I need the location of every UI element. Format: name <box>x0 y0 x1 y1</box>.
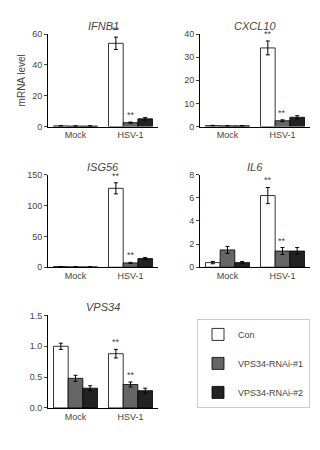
svg-text:**: ** <box>278 108 286 118</box>
svg-text:Mock: Mock <box>65 271 87 281</box>
svg-text:**: ** <box>112 171 120 181</box>
svg-text:HSV-1: HSV-1 <box>118 130 144 140</box>
svg-text:**: ** <box>127 370 135 380</box>
svg-text:6: 6 <box>189 193 194 203</box>
svg-text:Mock: Mock <box>65 412 87 422</box>
svg-text:HSV-1: HSV-1 <box>118 271 144 281</box>
svg-text:8: 8 <box>189 170 194 180</box>
svg-text:Con: Con <box>238 330 255 340</box>
svg-text:1.5: 1.5 <box>30 311 43 321</box>
svg-text:VPS34-RNAi-#1: VPS34-RNAi-#1 <box>238 359 303 369</box>
svg-text:0.5: 0.5 <box>30 372 43 382</box>
svg-text:VPS34-RNAi-#2: VPS34-RNAi-#2 <box>238 388 303 398</box>
svg-text:mRNA level: mRNA level <box>16 54 27 106</box>
svg-text:IFNB1: IFNB1 <box>88 20 119 32</box>
svg-text:50: 50 <box>32 232 42 242</box>
svg-text:**: ** <box>127 110 135 120</box>
svg-text:**: ** <box>112 337 120 347</box>
svg-text:0: 0 <box>37 122 42 132</box>
svg-text:HSV-1: HSV-1 <box>118 412 144 422</box>
svg-text:Mock: Mock <box>217 130 239 140</box>
svg-text:**: ** <box>127 250 135 260</box>
svg-text:Mock: Mock <box>65 130 87 140</box>
svg-text:40: 40 <box>32 60 42 70</box>
svg-text:2: 2 <box>189 239 194 249</box>
svg-text:100: 100 <box>27 201 42 211</box>
svg-text:**: ** <box>264 175 272 185</box>
svg-text:150: 150 <box>27 170 42 180</box>
svg-text:60: 60 <box>32 29 42 39</box>
svg-text:**: ** <box>264 29 272 39</box>
svg-text:0: 0 <box>37 262 42 272</box>
svg-text:0: 0 <box>189 262 194 272</box>
svg-text:20: 20 <box>32 91 42 101</box>
svg-text:**: ** <box>278 236 286 246</box>
svg-text:IL6: IL6 <box>247 161 263 173</box>
svg-text:20: 20 <box>184 75 194 85</box>
svg-text:1.0: 1.0 <box>30 341 43 351</box>
svg-text:Mock: Mock <box>217 271 239 281</box>
svg-text:VPS34: VPS34 <box>86 301 120 313</box>
svg-text:30: 30 <box>184 52 194 62</box>
svg-text:4: 4 <box>189 216 194 226</box>
svg-text:HSV-1: HSV-1 <box>269 130 295 140</box>
svg-text:CXCL10: CXCL10 <box>234 20 276 32</box>
svg-text:ISG56: ISG56 <box>87 161 119 173</box>
svg-text:0: 0 <box>189 122 194 132</box>
svg-text:0.0: 0.0 <box>30 403 43 413</box>
svg-text:10: 10 <box>184 99 194 109</box>
svg-text:40: 40 <box>184 29 194 39</box>
svg-text:**: ** <box>112 25 120 35</box>
svg-text:HSV-1: HSV-1 <box>269 271 295 281</box>
